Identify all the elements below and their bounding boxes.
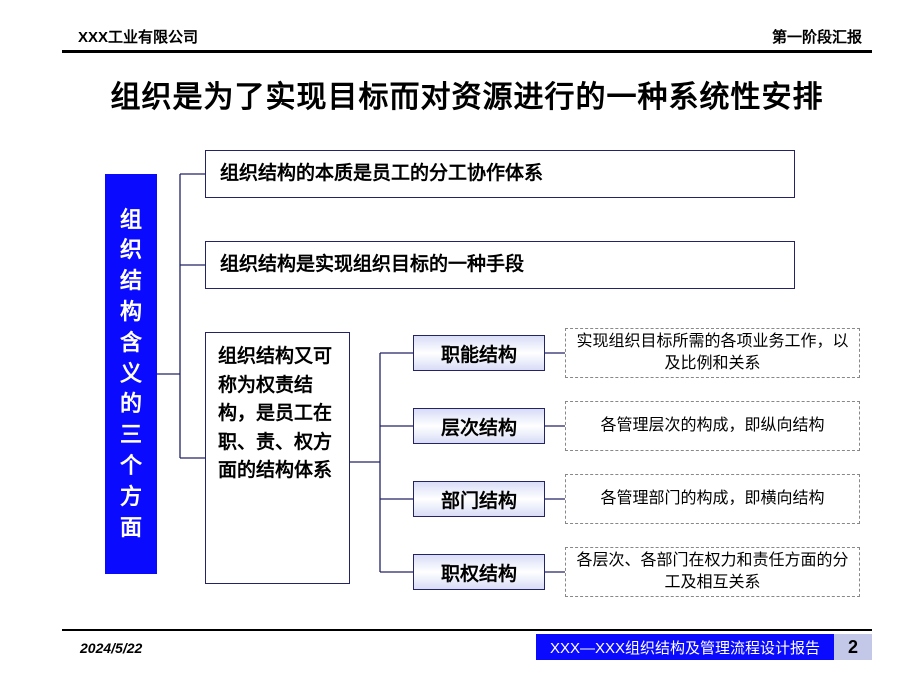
aspect-box-1: 组织结构的本质是员工的分工协作体系 (205, 150, 795, 198)
structure-desc-1: 实现组织目标所需的各项业务工作，以及比例和关系 (565, 328, 860, 378)
structure-tag-1: 职能结构 (413, 335, 545, 371)
structure-tag-3: 部门结构 (413, 481, 545, 517)
structure-tag-2: 层次结构 (413, 408, 545, 444)
header-rule (62, 50, 872, 53)
footer-report-title: XXX—XXX组织结构及管理流程设计报告 (536, 634, 834, 660)
structure-desc-3: 各管理部门的构成，即横向结构 (565, 474, 860, 524)
pillar-text: 组织结构含义的三个方面 (120, 205, 142, 544)
aspect-box-2: 组织结构是实现组织目标的一种手段 (205, 241, 795, 289)
footer-date: 2024/5/22 (80, 640, 142, 656)
footer-page-number: 2 (834, 634, 872, 660)
slide: XXX工业有限公司 第一阶段汇报 组织是为了实现目标而对资源进行的一种系统性安排… (0, 0, 920, 690)
structure-desc-2: 各管理层次的构成，即纵向结构 (565, 401, 860, 451)
structure-desc-4: 各层次、各部门在权力和责任方面的分工及相互关系 (565, 547, 860, 597)
footer-rule (62, 629, 872, 631)
header-company: XXX工业有限公司 (78, 26, 198, 47)
slide-title: 组织是为了实现目标而对资源进行的一种系统性安排 (62, 72, 872, 116)
structure-tag-4: 职权结构 (413, 554, 545, 590)
pillar-box: 组织结构含义的三个方面 (105, 174, 157, 574)
header-phase: 第一阶段汇报 (772, 26, 862, 47)
footer-bar: XXX—XXX组织结构及管理流程设计报告 2 (536, 634, 872, 660)
aspect-box-3: 组织结构又可称为权责结构，是员工在职、责、权方面的结构体系 (205, 332, 350, 584)
